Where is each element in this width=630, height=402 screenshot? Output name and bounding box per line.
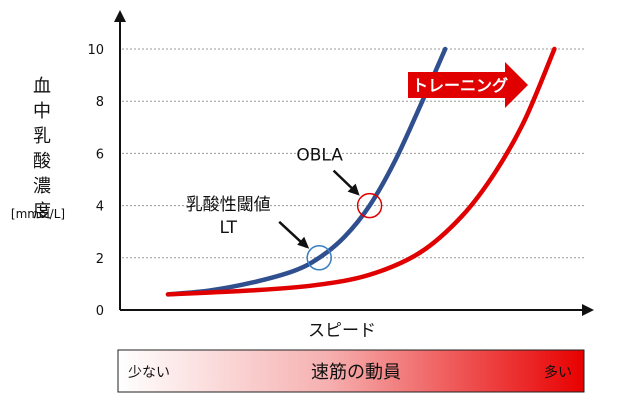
lt-label-main: 乳酸性閾値 — [186, 195, 271, 215]
svg-text:血中乳酸濃度: 血中乳酸濃度 — [33, 76, 51, 222]
lt-marker — [306, 245, 332, 271]
obla-label: OBLA — [296, 146, 343, 166]
training-arrow: トレーニング — [408, 62, 528, 108]
annotations-group: OBLA 乳酸性閾値 LT — [186, 146, 383, 271]
series-group — [165, 46, 557, 297]
y-tick-labels: 0 2 4 6 8 10 — [87, 43, 104, 319]
lt-pointer-head — [297, 236, 310, 249]
series-line-trained — [165, 46, 557, 297]
y-axis-arrowhead — [114, 10, 126, 22]
y-tick-label: 8 — [96, 95, 104, 110]
y-tick-label: 4 — [96, 200, 104, 215]
series-line-untrained — [165, 46, 448, 297]
x-axis-arrowhead — [582, 304, 594, 316]
y-tick-label: 10 — [87, 43, 104, 58]
y-tick-label: 0 — [96, 304, 104, 319]
bar-right-label: 多い — [544, 364, 572, 381]
lt-label-sub: LT — [219, 218, 237, 238]
x-axis-label: スピード — [308, 321, 376, 341]
obla-marker — [356, 192, 383, 219]
training-label: トレーニング — [412, 76, 508, 95]
bar-center-label: 速筋の動員 — [311, 362, 401, 383]
obla-pointer-head — [347, 183, 360, 196]
recruitment-bar: 少ない 速筋の動員 多い — [117, 349, 585, 393]
y-axis-unit: [mmol/L] — [11, 207, 65, 221]
y-axis-label: 血中乳酸濃度 — [33, 76, 51, 222]
y-tick-label: 2 — [96, 252, 104, 267]
bar-left-label: 少ない — [128, 365, 170, 381]
y-tick-label: 6 — [96, 147, 104, 162]
